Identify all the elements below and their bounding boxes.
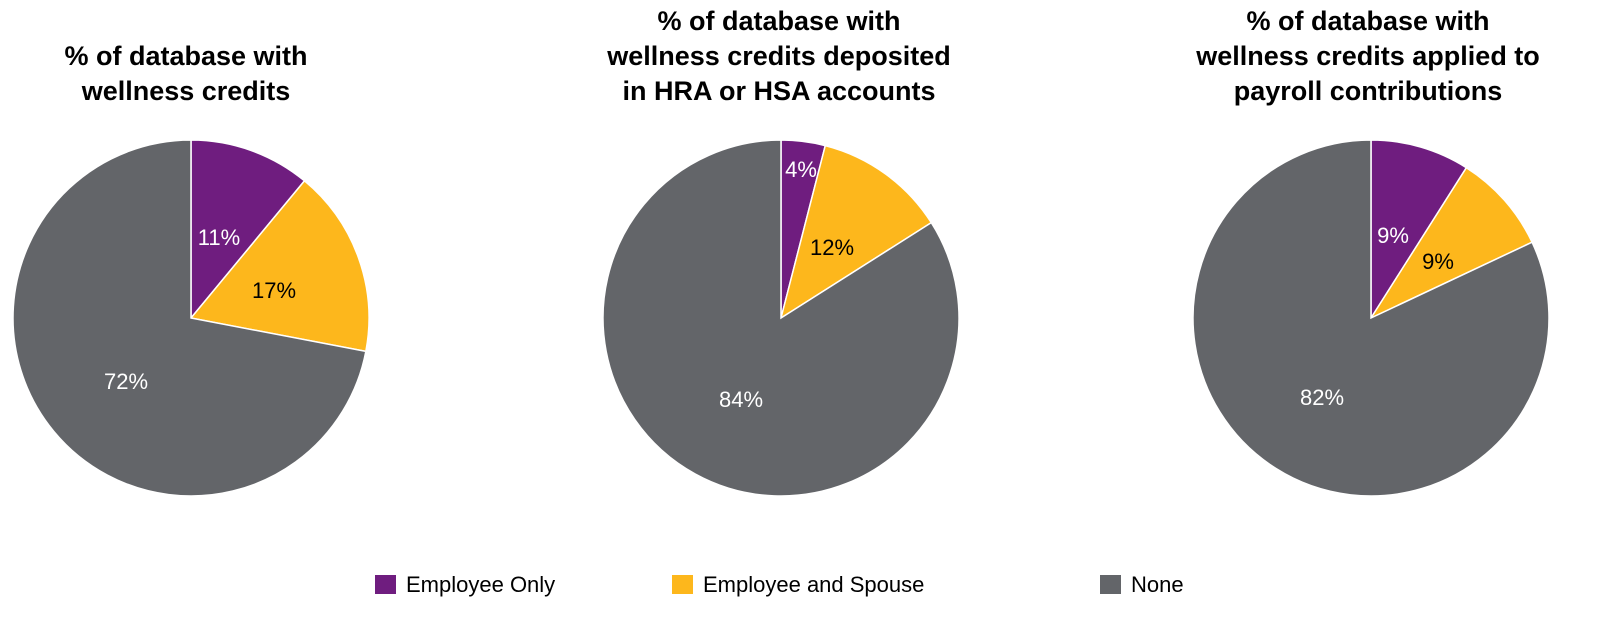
slice-value-label: 11%	[198, 225, 240, 250]
pie-slice-employee-only	[1370, 139, 1468, 321]
legend-label: Employee and Spouse	[703, 572, 924, 597]
pie-charts: % of database with wellness credits 11% 17%…	[12, 6, 1550, 497]
pie-chart-1: % of database with wellness credits 11% 17%…	[12, 41, 370, 497]
chart-title-line: % of database with	[657, 6, 900, 36]
legend-label: Employee Only	[406, 572, 555, 597]
chart-title-line: payroll contributions	[1234, 76, 1503, 106]
slice-value-label: 9%	[1377, 223, 1409, 248]
slice-value-label: 17%	[252, 278, 296, 303]
legend-swatch	[672, 575, 693, 594]
legend-swatch	[1100, 575, 1121, 594]
pie-chart-2: % of database with wellness credits depos…	[602, 6, 960, 497]
pie-chart-3: % of database with wellness credits appli…	[1192, 6, 1550, 497]
pie-slice-employee-and-spouse	[1368, 166, 1534, 320]
legend: Employee Only Employee and Spouse None	[375, 572, 1184, 597]
slice-value-label: 12%	[810, 235, 854, 260]
chart-title-line: % of database with	[1246, 6, 1489, 36]
slice-value-label: 72%	[104, 369, 148, 394]
slice-value-label: 82%	[1300, 385, 1344, 410]
pie-slice-none	[1192, 139, 1550, 497]
pie-slice-employee-and-spouse	[189, 179, 370, 353]
pie-slice-employee-and-spouse	[779, 144, 933, 320]
slice-value-label: 4%	[785, 157, 817, 182]
chart-title-line: % of database with	[64, 41, 307, 71]
legend-swatch	[375, 575, 396, 594]
chart-title-line: wellness credits deposited	[606, 41, 951, 71]
legend-item: Employee Only	[375, 572, 555, 597]
legend-label: None	[1131, 572, 1184, 597]
chart-title-line: wellness credits	[81, 76, 291, 106]
chart-title-line: wellness credits applied to	[1195, 41, 1540, 71]
pie-slice-employee-only	[190, 139, 306, 321]
legend-item: None	[1100, 572, 1184, 597]
legend-item: Employee and Spouse	[672, 572, 924, 597]
pie-slice-none	[12, 139, 367, 497]
slice-value-label: 9%	[1422, 249, 1454, 274]
pie-slice-none	[602, 139, 960, 497]
chart-title-line: in HRA or HSA accounts	[622, 76, 935, 106]
slice-value-label: 84%	[719, 387, 763, 412]
